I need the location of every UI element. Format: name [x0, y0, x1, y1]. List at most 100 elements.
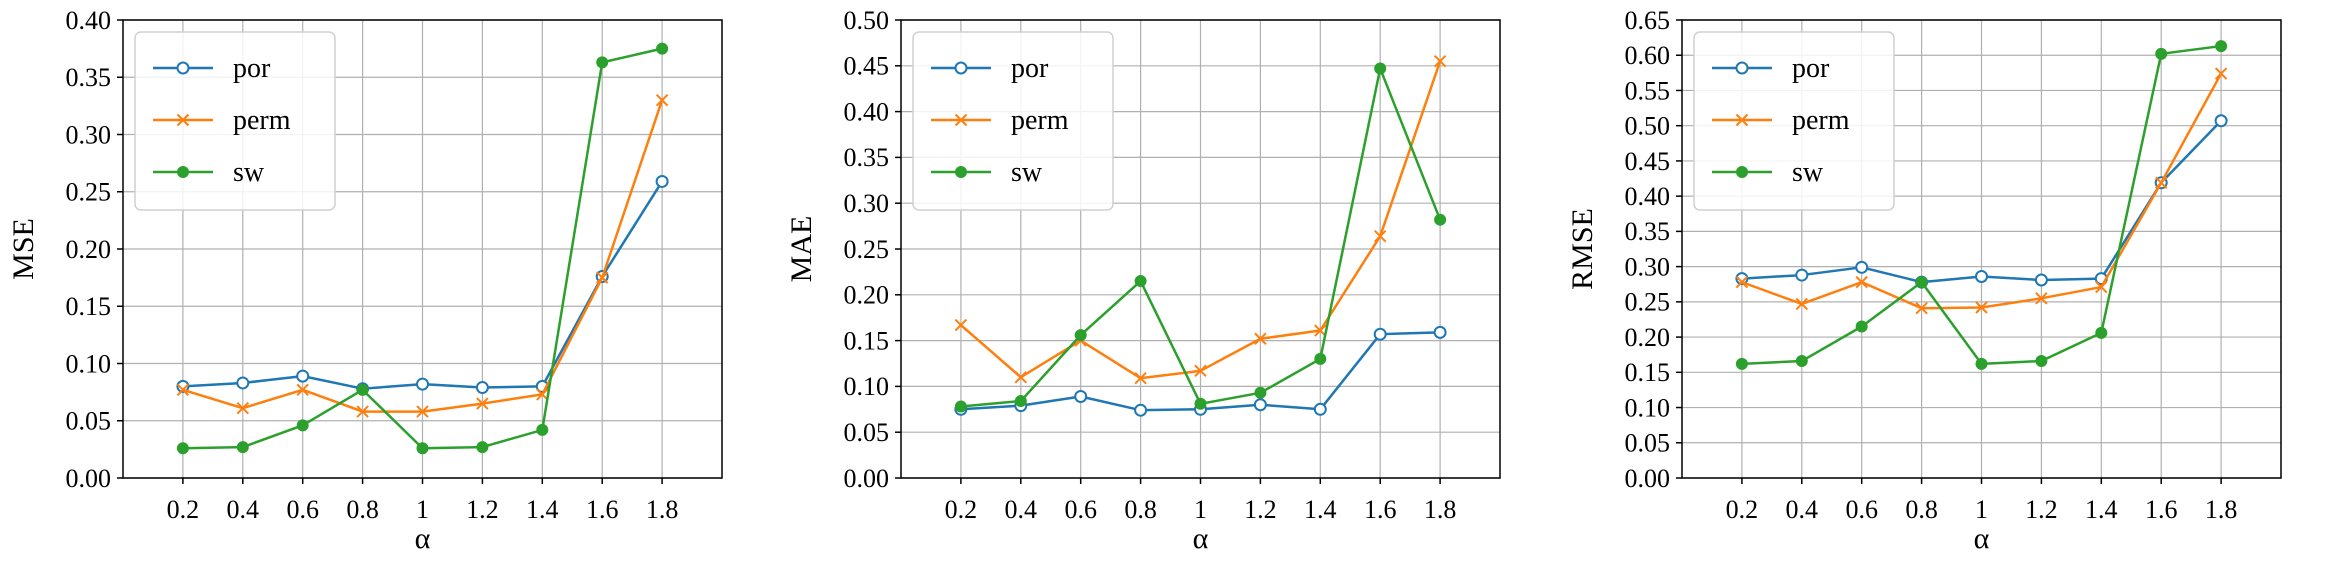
legend-entry-perm: perm: [931, 105, 1069, 136]
legend-entry-por: por: [153, 53, 271, 84]
data-point-por: [2034, 273, 2048, 287]
y-tick-label: 0.50: [1625, 112, 1671, 141]
x-tick-label: 1.8: [646, 495, 679, 524]
x-marker-stroke: [1795, 297, 1809, 311]
data-point-perm: [1014, 371, 1028, 384]
x-tick-label: 0.6: [286, 495, 319, 524]
y-tick-label: 0.35: [1625, 217, 1671, 246]
data-point-sw: [1194, 397, 1207, 410]
x-tick-label: 1.4: [1304, 495, 1337, 524]
x-marker-stroke: [954, 318, 968, 332]
y-tick-label: 0.60: [1625, 41, 1671, 70]
chart-panel-mse: 0.00 0.05 0.10 0.15 0.20 0.25 0.30 0.35 0.40 0.2 0…: [7, 6, 723, 555]
data-point-sw: [356, 383, 369, 396]
y-axis-label: MSE: [7, 218, 40, 280]
data-point-sw: [176, 442, 189, 455]
x-tick-label: 1.8: [1424, 495, 1457, 524]
x-marker-stroke: [1254, 332, 1267, 345]
x-tick-label: 1.4: [2085, 495, 2118, 524]
data-point-perm: [1254, 332, 1267, 345]
y-tick-label: 0.00: [66, 464, 112, 493]
data-point-perm: [416, 405, 429, 418]
data-point-sw: [1374, 62, 1387, 75]
x-tick-label: 0.4: [1005, 495, 1038, 524]
legend-marker: [954, 113, 968, 127]
data-point-sw: [2095, 326, 2108, 339]
data-point-por: [1975, 269, 1988, 283]
data-point-sw: [954, 400, 967, 413]
data-point-perm: [655, 93, 669, 107]
x-marker-stroke: [2154, 176, 2168, 189]
data-point-por: [296, 369, 310, 383]
data-point-sw: [1074, 329, 1087, 342]
legend: por perm sw: [1693, 31, 1895, 211]
y-tick-label: 0.40: [844, 97, 890, 126]
legend-box: [134, 31, 336, 211]
data-point-sw: [536, 423, 549, 436]
x-tick-label: 0.2: [1726, 495, 1759, 524]
series-perm: [176, 93, 669, 418]
legend-label: perm: [1011, 105, 1069, 136]
x-marker-stroke: [1975, 301, 1988, 314]
y-tick-label: 0.10: [1625, 393, 1671, 422]
data-point-sw: [236, 441, 249, 454]
x-axis-label: α: [1193, 522, 1209, 555]
x-tick-label: 0.4: [227, 495, 260, 524]
x-tick-label: 1.2: [1244, 495, 1277, 524]
legend-marker: [1735, 113, 1749, 127]
x-axis-label: α: [415, 522, 431, 555]
legend-entry-perm: perm: [153, 105, 291, 136]
data-point-sw: [296, 419, 309, 432]
legend-marker: [176, 61, 190, 75]
y-tick-label: 0.30: [844, 189, 890, 218]
x-tick-label: 0.8: [1124, 495, 1157, 524]
data-point-por: [1433, 325, 1447, 339]
x-tick-label: 1: [1975, 495, 1988, 524]
x-marker-stroke: [595, 271, 609, 284]
data-point-sw: [1434, 213, 1447, 226]
x-marker-stroke: [1134, 371, 1147, 385]
data-point-por: [1795, 268, 1809, 282]
x-marker-stroke: [655, 93, 669, 107]
x-tick-label: 1.2: [466, 495, 499, 524]
y-tick-label: 0.00: [1625, 464, 1671, 493]
legend-label: perm: [1792, 105, 1850, 136]
legend-entry-por: por: [931, 53, 1049, 84]
data-point-sw: [1254, 386, 1267, 399]
x-marker-stroke: [1855, 275, 1868, 289]
x-marker-stroke: [954, 113, 968, 127]
x-marker-stroke: [1735, 113, 1749, 127]
y-tick-label: 0.55: [1625, 76, 1671, 105]
legend-label: por: [1011, 53, 1049, 84]
y-tick-label: 0.50: [844, 6, 890, 35]
y-axis-label: RMSE: [1566, 208, 1599, 290]
legend: por perm sw: [912, 31, 1114, 211]
y-tick-label: 0.05: [66, 407, 112, 436]
x-tick-label: 0.6: [1845, 495, 1878, 524]
x-marker-stroke: [356, 405, 369, 418]
x-marker-stroke: [1433, 55, 1447, 68]
x-marker-stroke: [1314, 324, 1327, 337]
data-point-perm: [1194, 364, 1207, 378]
data-point-perm: [1373, 229, 1387, 243]
y-tick-label: 0.40: [66, 6, 112, 35]
x-tick-label: 1.6: [2145, 495, 2178, 524]
y-tick-label: 0.10: [844, 372, 890, 401]
y-tick-label: 0.30: [66, 120, 112, 149]
y-tick-label: 0.00: [844, 464, 890, 493]
x-tick-label: 0.8: [1905, 495, 1938, 524]
x-marker-stroke: [2095, 280, 2108, 294]
legend-box: [1693, 31, 1895, 211]
y-tick-label: 0.20: [66, 235, 112, 264]
data-point-sw: [416, 442, 429, 455]
data-point-perm: [1735, 275, 1749, 289]
data-point-por: [1855, 260, 1869, 274]
data-point-sw: [1134, 275, 1147, 288]
data-point-por: [1074, 389, 1088, 403]
data-point-por: [475, 381, 489, 395]
legend-marker: [1736, 166, 1748, 178]
legend: por perm sw: [134, 31, 336, 211]
x-tick-label: 0.2: [945, 495, 978, 524]
data-point-sw: [1014, 395, 1027, 408]
data-point-por: [1373, 327, 1387, 341]
